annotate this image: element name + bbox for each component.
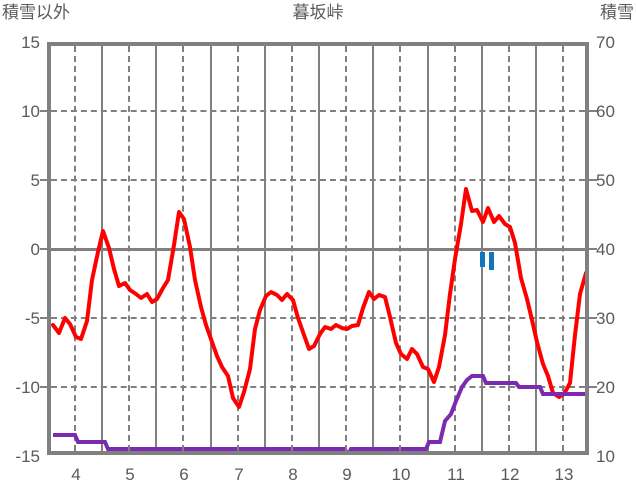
tick-mark-y2-60: [589, 110, 597, 112]
x-tick-5: 5: [125, 465, 135, 484]
tick-mark-y-m5: [40, 317, 48, 319]
x-tick-10: 10: [391, 465, 411, 484]
x-tick-6: 6: [179, 465, 189, 484]
y-tick-left-5: -10: [15, 378, 40, 397]
x-tick-11: 11: [447, 465, 465, 484]
series-layer: [51, 187, 585, 451]
gridline-h-0: [51, 248, 585, 251]
tick-mark-x-8: [291, 447, 293, 455]
tick-mark-x-6: [182, 447, 184, 455]
tick-mark-y2-20: [589, 386, 597, 388]
page-title: 暮坂峠: [292, 3, 344, 22]
x-tick-9: 9: [342, 465, 352, 484]
plot-area: [47, 42, 589, 455]
tick-mark-x-11: [454, 447, 456, 455]
tick-mark-x-12: [508, 447, 510, 455]
gridline-h-m10: [51, 386, 585, 388]
y-tick-left-1: 10: [21, 102, 40, 121]
precip-bar-1: [480, 252, 485, 267]
tick-mark-y-5: [40, 179, 48, 181]
y-tick-left-3: 0: [30, 240, 40, 259]
tick-mark-x-7: [237, 447, 239, 455]
y-tick-left-6: -15: [15, 447, 40, 466]
gridline-h-10: [51, 110, 585, 112]
y-tick-right-3: 40: [596, 240, 615, 259]
tick-mark-x-4: [74, 447, 76, 455]
temperature-line: [51, 187, 585, 409]
tick-mark-y-10: [40, 110, 48, 112]
tick-mark-x-9: [345, 447, 347, 455]
tick-mark-x-5: [128, 447, 130, 455]
x-tick-13: 13: [554, 465, 574, 484]
y-tick-right-1: 60: [596, 102, 615, 121]
right-axis-title: 積雪: [600, 3, 634, 22]
x-tick-8: 8: [288, 465, 298, 484]
y-tick-right-5: 20: [596, 378, 615, 397]
plot-inner: [51, 46, 585, 451]
tick-mark-y-0: [40, 248, 48, 250]
y-tick-right-0: 70: [596, 33, 615, 52]
gridline-h-m5: [51, 317, 585, 319]
y-tick-left-4: -5: [24, 309, 40, 328]
precipitation-bars: [480, 252, 494, 270]
y-tick-right-4: 30: [596, 309, 615, 328]
y-tick-left-2: 5: [30, 171, 40, 190]
snow-depth-line: [53, 374, 585, 451]
left-axis-title: 積雪以外: [2, 3, 70, 22]
x-tick-7: 7: [234, 465, 244, 484]
tick-mark-y2-30: [589, 317, 597, 319]
tick-mark-y2-40: [589, 248, 597, 250]
tick-mark-x-10: [399, 447, 401, 455]
y-tick-left-0: 15: [21, 33, 40, 52]
tick-mark-y-m10: [40, 386, 48, 388]
y-tick-right-6: 10: [596, 447, 615, 466]
tick-mark-y2-50: [589, 179, 597, 181]
y-tick-right-2: 50: [596, 171, 615, 190]
tick-mark-x-13: [562, 447, 564, 455]
gridline-h-5: [51, 179, 585, 181]
precip-bar-2: [489, 252, 494, 270]
x-tick-12: 12: [500, 465, 520, 484]
x-tick-4: 4: [71, 465, 81, 484]
